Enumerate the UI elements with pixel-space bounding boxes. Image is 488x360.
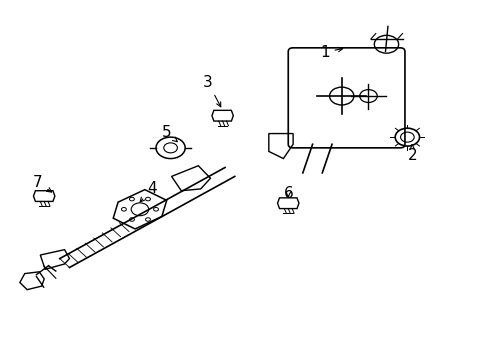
Text: 3: 3	[203, 75, 220, 107]
Text: 5: 5	[162, 125, 177, 142]
Text: 2: 2	[407, 145, 416, 163]
FancyBboxPatch shape	[287, 48, 404, 148]
Text: 1: 1	[319, 45, 342, 60]
Text: 4: 4	[140, 180, 157, 202]
Text: 7: 7	[33, 175, 51, 192]
Text: 6: 6	[283, 186, 292, 201]
